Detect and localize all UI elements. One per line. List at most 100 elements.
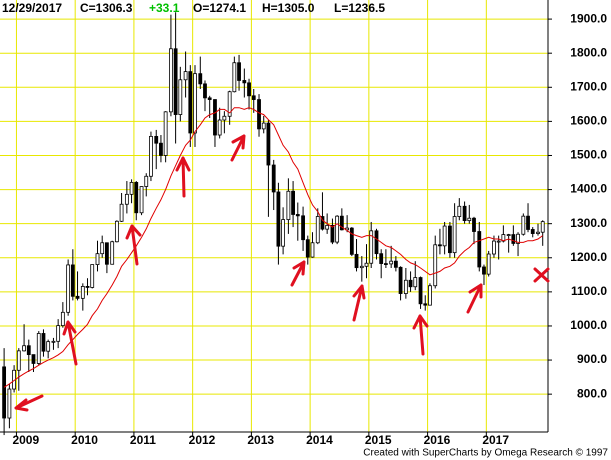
candle-body (315, 216, 320, 244)
candle-body (310, 242, 315, 258)
candle-body (154, 135, 159, 144)
candle-body (496, 240, 501, 243)
y-tick-label: 1000.0 (570, 318, 607, 332)
y-tick-label: 1500.0 (570, 148, 607, 162)
candle-body (22, 345, 26, 352)
candle-body (41, 333, 46, 352)
candle-body (521, 215, 526, 235)
candle-body (261, 122, 266, 130)
candle-body (60, 311, 65, 327)
candle-body (526, 215, 530, 230)
header-low: L=1236.5 (334, 1, 385, 15)
candle-body (134, 182, 139, 214)
candle-body (325, 224, 330, 230)
candles (2, 12, 545, 436)
header-change: +33.1 (149, 1, 180, 15)
candle-body (173, 48, 178, 115)
candle-body (232, 62, 237, 93)
x-tick-label: 2014 (306, 433, 333, 447)
candle-body (281, 219, 286, 247)
candle-body (110, 241, 115, 265)
candle-body (339, 215, 344, 231)
candle-body (462, 205, 467, 222)
credit: Created with SuperCharts by Omega Resear… (363, 448, 608, 459)
candle-body (203, 83, 207, 99)
candle-body (85, 286, 90, 288)
candle-body (159, 142, 163, 156)
x-tick-label: 2009 (12, 433, 39, 447)
arrow (125, 224, 142, 266)
x-tick-label: 2015 (365, 433, 392, 447)
candle-body (188, 71, 193, 134)
x-tick-label: 2013 (247, 433, 274, 447)
y-tick-label: 1100.0 (571, 284, 607, 298)
candle-body (70, 264, 75, 297)
x-tick-label: 2011 (130, 433, 156, 447)
candle-body (80, 286, 85, 299)
arrow (14, 394, 44, 412)
y-tick-label: 1300.0 (570, 216, 607, 230)
candle-body (276, 191, 281, 247)
candle-body (178, 79, 183, 115)
candle-body (291, 190, 295, 215)
candle-body (477, 231, 482, 268)
candle-body (467, 217, 472, 222)
candle-body (379, 253, 384, 264)
candle-body (100, 242, 105, 255)
candle-body (46, 341, 51, 352)
candle-body (119, 203, 124, 222)
candle-body (242, 80, 247, 84)
header: 12/29/2017 C=1306.3 +33.1 O=1274.1 H=130… (2, 1, 385, 15)
y-tick-label: 1800.0 (570, 45, 607, 59)
candle-body (486, 253, 491, 275)
arrow (175, 156, 191, 198)
candle-body (251, 95, 256, 100)
candle-body (345, 227, 350, 231)
candle-body (213, 99, 217, 136)
candle-body (452, 216, 457, 254)
candle-body (144, 175, 149, 187)
y-tick-label: 1900.0 (570, 11, 607, 25)
y-tick-label: 1200.0 (570, 250, 607, 264)
candle-body (227, 91, 232, 117)
candle-body (482, 266, 486, 275)
candle-body (271, 164, 276, 193)
candle-body (257, 99, 261, 130)
candle-body (36, 333, 41, 364)
candle-body (320, 216, 325, 230)
candle-body (374, 230, 379, 255)
candle-body (369, 230, 374, 264)
candle-body (472, 217, 476, 232)
y-tick-label: 1600.0 (570, 114, 607, 128)
arrow (412, 314, 429, 356)
candle-body (442, 225, 447, 247)
candle-body (149, 135, 153, 177)
candle-body (448, 225, 452, 254)
candle-body (408, 279, 413, 288)
candle-body (389, 260, 394, 265)
header-open: O=1274.1 (193, 1, 246, 15)
candle-body (286, 190, 291, 220)
candle-body (7, 388, 12, 419)
candle-body (433, 244, 438, 287)
candle-body (26, 345, 31, 356)
arrow (62, 320, 78, 366)
arrow (230, 134, 246, 162)
candle-body (536, 231, 540, 234)
candle-body (247, 82, 251, 97)
y-tick-label: 800.0 (577, 386, 607, 400)
candle-body (301, 215, 305, 241)
candle-body (183, 71, 188, 81)
candle-body (104, 242, 109, 265)
candle-body (90, 264, 95, 288)
candle-body (349, 227, 354, 255)
arrow (466, 283, 483, 314)
x-tick-label: 2012 (189, 433, 216, 447)
candle-body (418, 277, 423, 305)
header-date: 12/29/2017 (2, 1, 62, 15)
candle-body (114, 220, 119, 243)
candle-body (95, 253, 100, 265)
